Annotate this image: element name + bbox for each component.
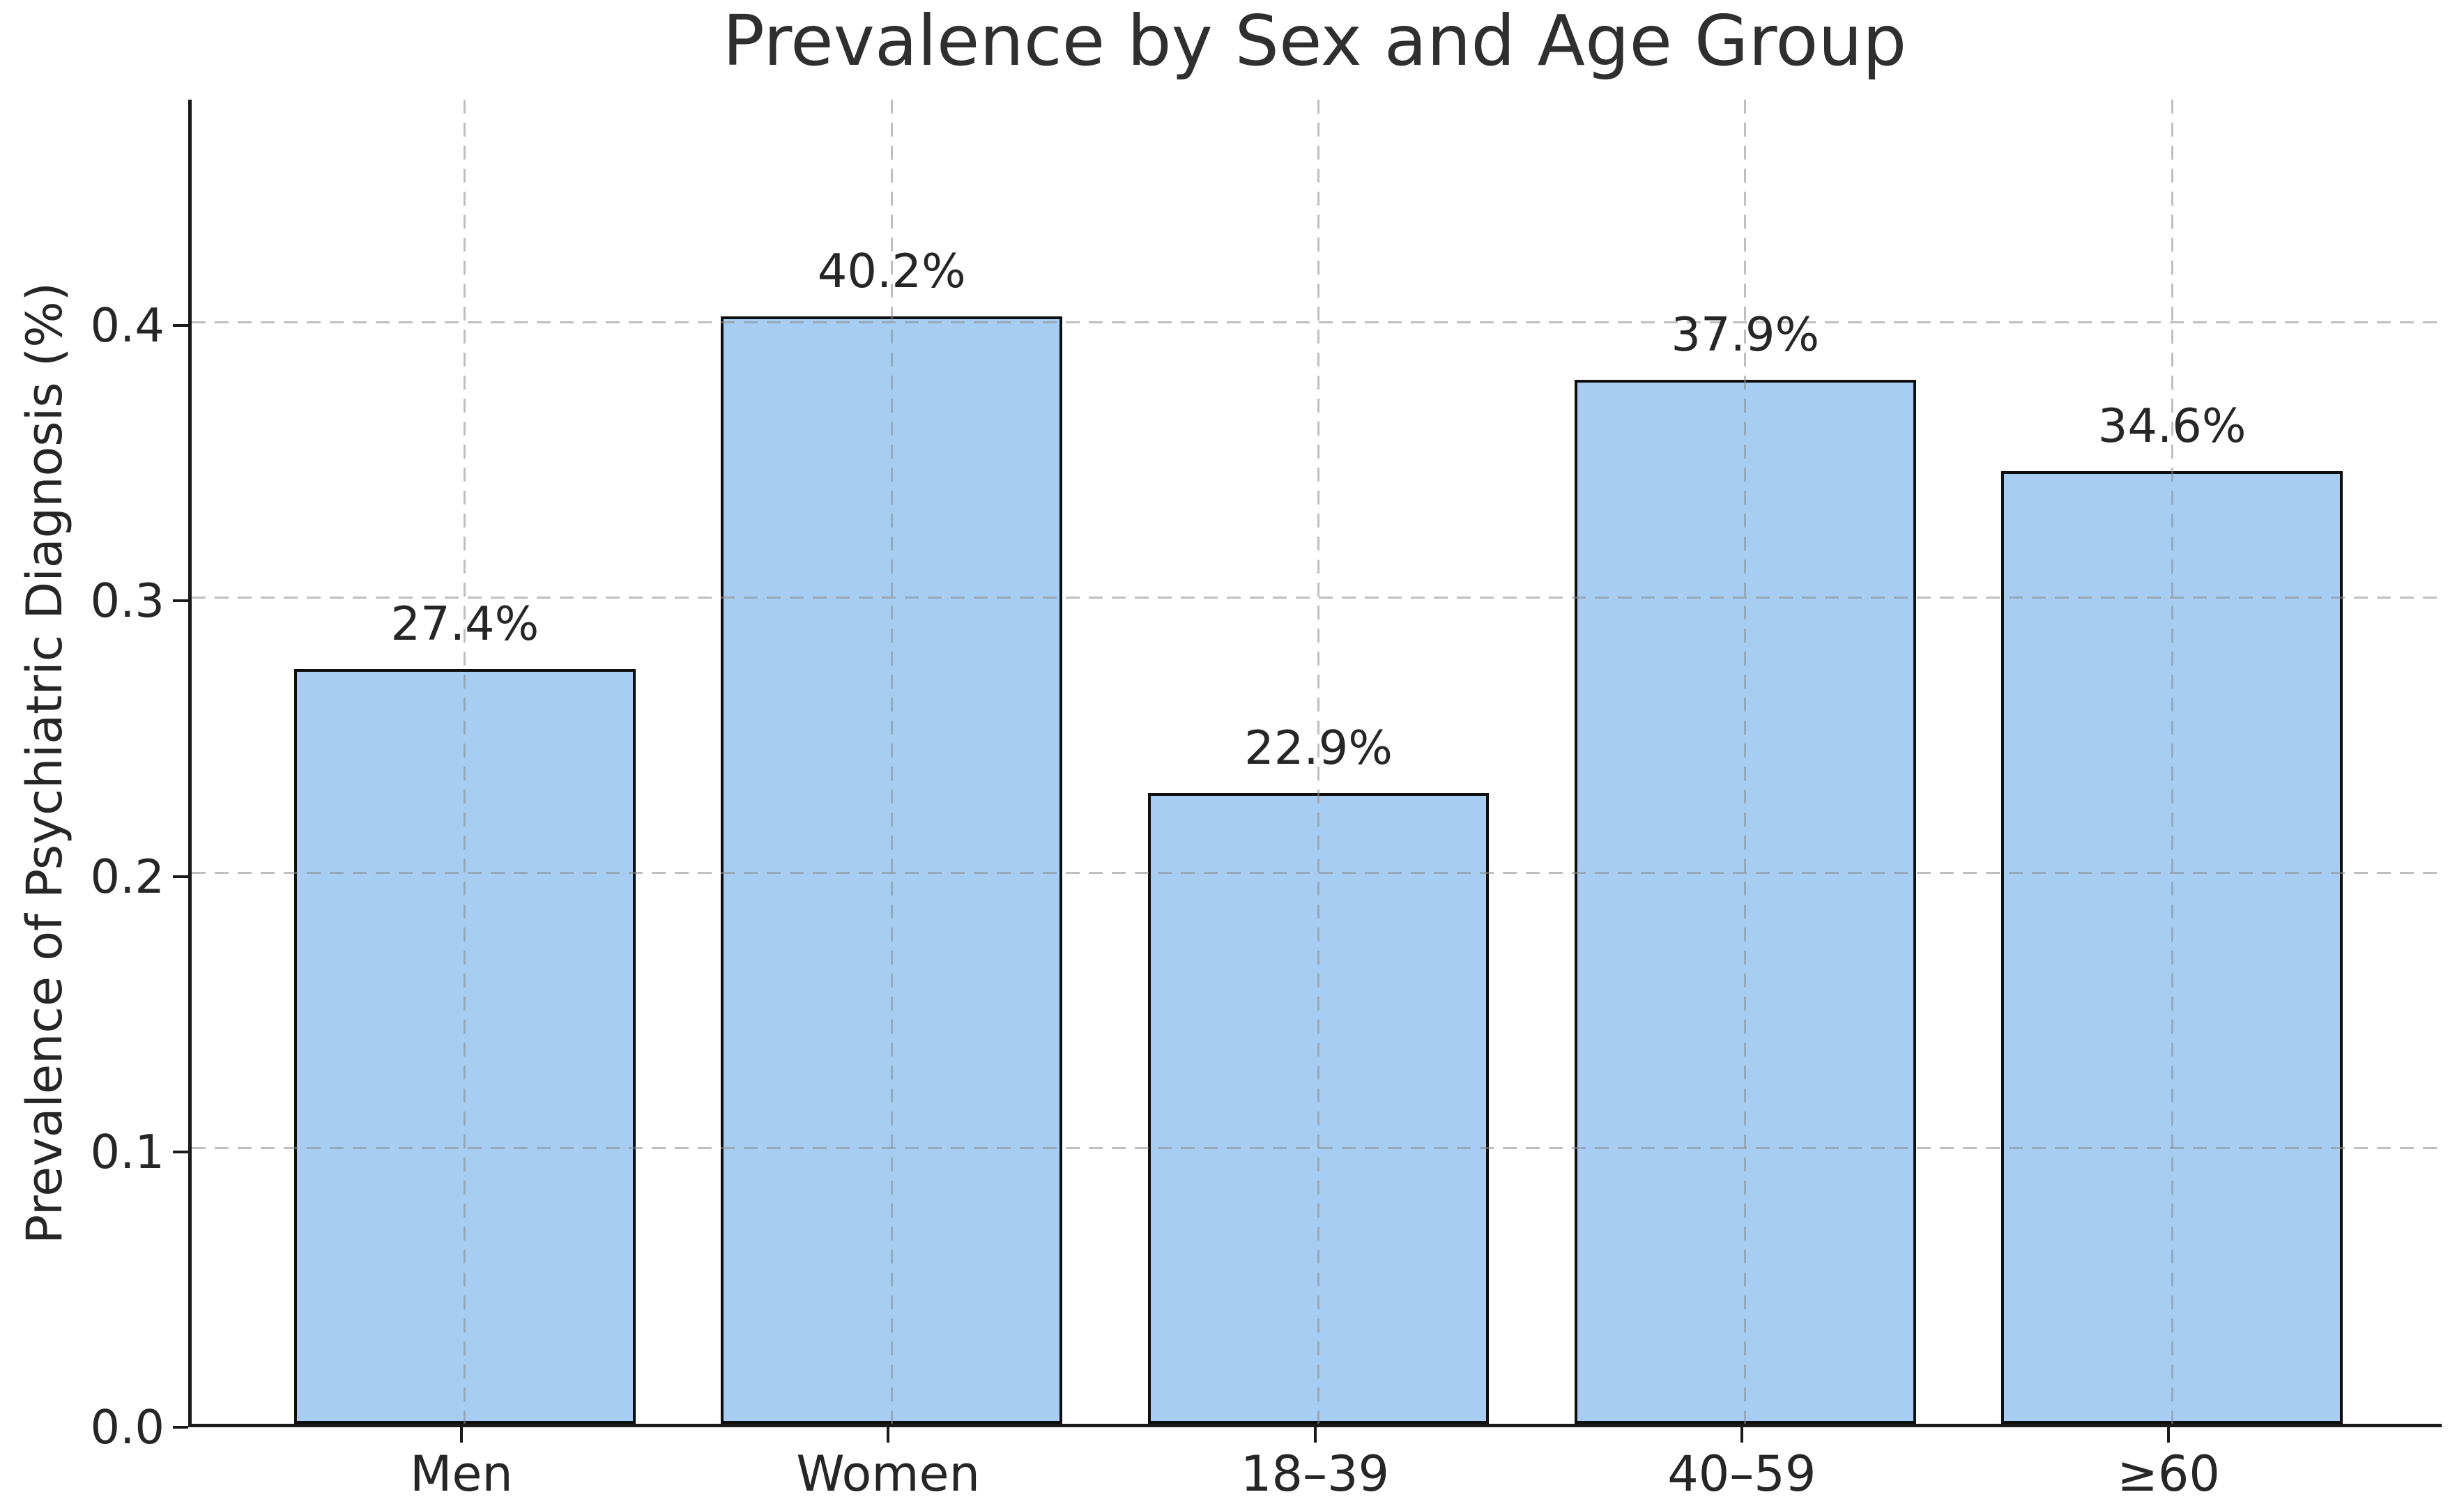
x-tick-label: 40–59	[1667, 1445, 1816, 1503]
y-tick-label: 0.3	[90, 574, 164, 629]
v-gridline	[464, 100, 466, 1424]
bar-value-label: 22.9%	[1244, 720, 1393, 775]
x-tick-mark	[459, 1427, 463, 1443]
bar-value-label: 34.6%	[2097, 398, 2247, 453]
v-gridline	[2171, 100, 2173, 1424]
y-tick-mark	[173, 599, 188, 603]
v-gridline	[1744, 100, 1747, 1424]
chart-title: Prevalence by Sex and Age Group	[722, 0, 1907, 82]
x-tick-label: Women	[796, 1445, 980, 1503]
y-tick-mark	[173, 1150, 188, 1153]
y-tick-label: 0.0	[90, 1400, 164, 1454]
h-gridline	[192, 321, 2442, 323]
bar-value-label: 27.4%	[390, 597, 540, 652]
y-tick-mark	[173, 324, 188, 328]
x-tick-mark	[1313, 1427, 1317, 1443]
y-tick-label: 0.1	[90, 1124, 164, 1179]
x-tick-label: 18–39	[1240, 1445, 1390, 1503]
y-tick-label: 0.2	[90, 849, 164, 904]
y-tick-mark	[173, 875, 188, 878]
y-tick-label: 0.4	[90, 298, 164, 353]
x-tick-label: Men	[409, 1445, 513, 1503]
h-gridline	[192, 1147, 2442, 1150]
x-tick-mark	[1740, 1427, 1743, 1443]
grid-layer	[192, 100, 2442, 1424]
bar-value-labels-layer: 27.4% 40.2% 22.9% 37.9% 34.6%	[192, 100, 2442, 1424]
y-axis-label: Prevalence of Psychiatric Diagnosis (%)	[16, 282, 73, 1245]
plot-area: 27.4% 40.2% 22.9% 37.9% 34.6%	[188, 100, 2442, 1427]
h-gridline	[192, 596, 2442, 599]
y-tick-mark	[173, 1426, 188, 1429]
v-gridline	[1317, 100, 1319, 1424]
bar-value-label: 37.9%	[1671, 307, 1820, 362]
h-gridline	[192, 872, 2442, 875]
x-tick-mark	[887, 1427, 890, 1443]
v-gridline	[890, 100, 893, 1424]
bar-value-label: 40.2%	[817, 244, 966, 299]
x-tick-mark	[2167, 1427, 2171, 1443]
x-tick-label: ≥60	[2117, 1445, 2220, 1503]
